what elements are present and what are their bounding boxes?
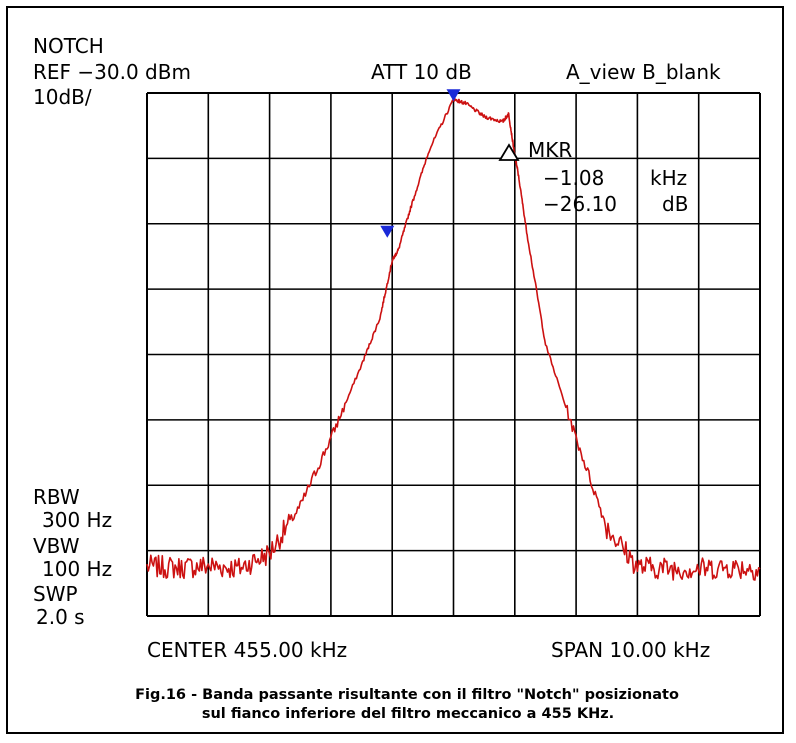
swp-value: 2.0 s (36, 605, 85, 629)
marker-label: MKR (528, 138, 572, 162)
center-frequency: CENTER 455.00 kHz (147, 638, 347, 662)
figure-number: Fig.16 (135, 687, 186, 703)
vbw-value: 100 Hz (42, 557, 112, 581)
attenuation-label: ATT 10 dB (371, 60, 472, 84)
marker-freq-unit: kHz (650, 166, 687, 190)
delta-marker-icon (498, 143, 520, 161)
span-label: SPAN 10.00 kHz (551, 638, 710, 662)
marker-level-value: −26.10 (543, 192, 617, 216)
rbw-label: RBW (33, 485, 80, 509)
figure-caption-line2: sul fianco inferiore del filtro meccanic… (202, 706, 614, 722)
scale-label: 10dB/ (33, 85, 92, 109)
notch-marker (380, 225, 395, 238)
swp-label: SWP (33, 582, 78, 606)
figure-caption-text: - Banda passante risultante con il filtr… (186, 687, 679, 703)
reference-marker (446, 89, 461, 102)
markers (380, 89, 461, 238)
rbw-value: 300 Hz (42, 508, 112, 532)
delta-marker-readout: MKR −1.08 kHz −26.10 dB (498, 138, 688, 216)
marker-level-unit: dB (662, 192, 688, 216)
trace-a (146, 98, 761, 581)
marker-freq-value: −1.08 (543, 166, 604, 190)
mode-label: NOTCH (33, 34, 104, 58)
trace-mode-label: A_view B_blank (566, 60, 721, 84)
vbw-label: VBW (33, 534, 80, 558)
figure-caption-line1: Fig.16 - Banda passante risultante con i… (135, 687, 679, 703)
ref-level: REF −30.0 dBm (33, 60, 191, 84)
graticule (146, 92, 761, 617)
